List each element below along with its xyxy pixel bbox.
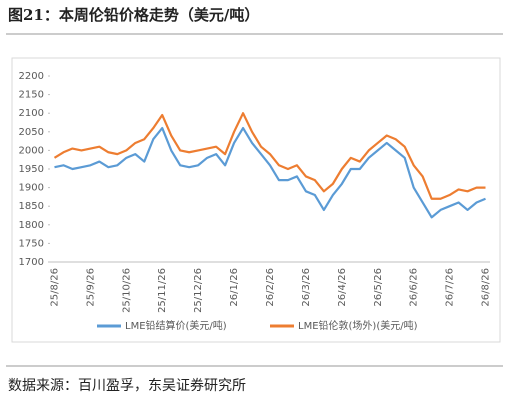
y-tick-label: 1800: [19, 220, 44, 231]
y-tick-label: 2200: [19, 71, 44, 82]
x-tick-label: 26/5/26: [373, 268, 384, 307]
x-tick-label: 26/1/26: [229, 268, 240, 307]
y-tick-label: 1900: [19, 183, 44, 194]
legend-label: LME铅结算价(美元/吨): [125, 319, 227, 332]
x-tick-label: 26/7/26: [445, 268, 456, 307]
x-tick-label: 25/9/26: [85, 268, 96, 307]
y-tick-label: 2050: [19, 127, 44, 138]
chart-frame: [11, 57, 501, 343]
x-tick-label: 26/4/26: [337, 268, 348, 307]
line-series: [53, 112, 486, 200]
x-tick-label: 26/8/26: [481, 268, 492, 307]
x-tick-label: 26/2/26: [265, 268, 276, 307]
y-tick-label: 1950: [19, 164, 44, 175]
x-tick-label: 25/8/26: [49, 268, 60, 307]
y-tick-label: 2000: [19, 145, 44, 156]
y-tick-label: 1850: [19, 201, 44, 212]
line-series: [54, 126, 486, 219]
y-tick-label: 1700: [19, 257, 44, 268]
x-tick-label: 25/12/26: [193, 268, 204, 313]
x-tick-label: 25/11/26: [157, 268, 168, 313]
x-tick-label: 25/10/26: [121, 268, 132, 313]
x-tick-label: 26/3/26: [301, 268, 312, 307]
y-tick-label: 2100: [19, 108, 44, 119]
source: 数据来源：百川盈孚，东吴证券研究所: [8, 378, 246, 394]
legend-label: LME铅伦敦(场外)(美元/吨): [298, 319, 418, 332]
chart-title: 图21：本周伦铅价格走势（美元/吨）: [8, 6, 259, 24]
x-tick-label: 26/6/26: [409, 268, 420, 307]
y-tick-label: 1750: [19, 238, 44, 249]
y-tick-label: 2150: [19, 90, 44, 101]
